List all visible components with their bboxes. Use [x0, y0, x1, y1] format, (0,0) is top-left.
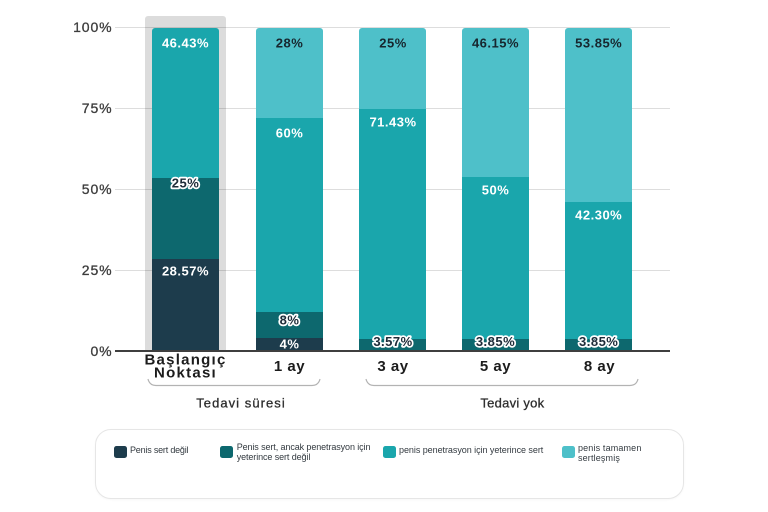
- svg-text:25%: 25%: [172, 176, 200, 191]
- svg-text:3.85%: 3.85%: [476, 334, 515, 349]
- svg-text:3.57%: 3.57%: [373, 334, 412, 349]
- svg-text:3.85%: 3.85%: [579, 334, 618, 349]
- svg-text:8%: 8%: [280, 313, 300, 328]
